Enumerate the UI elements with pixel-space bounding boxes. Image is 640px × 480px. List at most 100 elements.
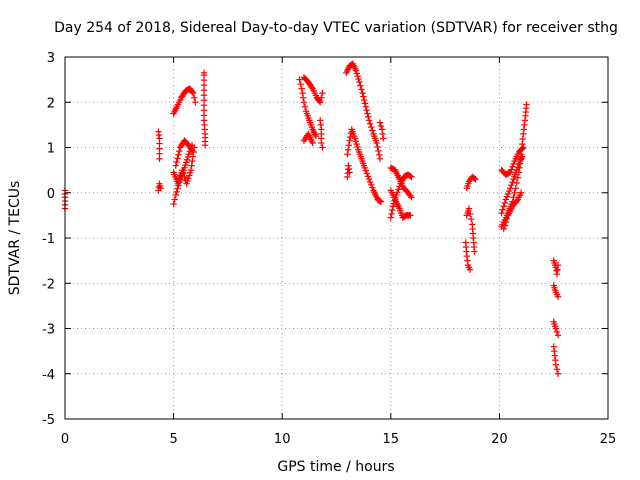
data-point bbox=[300, 99, 308, 106]
data-point bbox=[503, 215, 511, 222]
x-tick-label: 20 bbox=[491, 432, 508, 447]
data-point bbox=[351, 135, 359, 142]
data-point bbox=[516, 157, 524, 165]
data-point bbox=[502, 196, 510, 203]
data-point bbox=[501, 222, 509, 229]
data-point bbox=[387, 214, 394, 221]
data-point bbox=[191, 94, 198, 101]
data-point bbox=[301, 103, 309, 110]
data-point bbox=[296, 76, 303, 83]
data-point bbox=[504, 190, 512, 198]
data-point bbox=[354, 73, 361, 80]
data-point bbox=[365, 113, 372, 121]
y-tick-label: -4 bbox=[42, 368, 55, 383]
data-point bbox=[519, 153, 526, 160]
data-point bbox=[361, 164, 368, 172]
data-point bbox=[552, 361, 560, 368]
data-point bbox=[368, 123, 375, 131]
x-axis-label: GPS time / hours bbox=[277, 459, 394, 475]
data-point bbox=[157, 185, 164, 192]
y-tick-label: -5 bbox=[42, 413, 55, 428]
data-point bbox=[189, 148, 197, 156]
data-point bbox=[376, 155, 384, 163]
data-point bbox=[346, 137, 353, 144]
data-point bbox=[172, 162, 179, 169]
data-point bbox=[174, 155, 181, 162]
data-point bbox=[188, 162, 195, 169]
data-point bbox=[554, 332, 562, 339]
data-point bbox=[316, 97, 323, 105]
data-point bbox=[308, 84, 315, 91]
x-tick-label: 15 bbox=[383, 432, 400, 447]
data-point bbox=[407, 192, 414, 199]
data-point bbox=[517, 156, 524, 163]
data-point bbox=[369, 127, 376, 134]
data-point bbox=[353, 140, 360, 148]
data-point bbox=[354, 143, 361, 151]
data-point bbox=[553, 366, 561, 373]
data-point bbox=[192, 99, 199, 106]
data-point bbox=[189, 90, 197, 97]
data-point bbox=[395, 186, 402, 193]
data-point bbox=[360, 96, 368, 104]
data-point bbox=[299, 90, 306, 97]
y-tick-label: 2 bbox=[47, 96, 55, 111]
data-point bbox=[344, 151, 351, 158]
data-point bbox=[554, 261, 562, 269]
plot-frame bbox=[64, 56, 609, 420]
data-point bbox=[344, 146, 352, 153]
x-tick-label: 5 bbox=[169, 432, 177, 447]
data-point bbox=[189, 147, 196, 154]
data-point bbox=[507, 169, 514, 176]
y-tick-label: 0 bbox=[47, 187, 55, 202]
data-point bbox=[408, 173, 415, 181]
data-point bbox=[172, 191, 179, 199]
data-point bbox=[363, 170, 371, 177]
data-point bbox=[513, 166, 520, 174]
data-point bbox=[507, 185, 514, 192]
y-axis-label: SDTVAR / TECUs bbox=[7, 181, 23, 296]
data-point bbox=[376, 119, 384, 126]
data-point bbox=[374, 143, 381, 151]
data-point bbox=[368, 181, 375, 189]
data-point bbox=[173, 188, 180, 196]
data-point bbox=[356, 78, 363, 86]
data-point bbox=[170, 200, 177, 208]
data-point bbox=[554, 370, 562, 377]
chart-title: Day 254 of 2018, Sidereal Day-to-day VTE… bbox=[54, 20, 618, 36]
data-point bbox=[189, 88, 196, 96]
data-point bbox=[360, 93, 367, 100]
data-point bbox=[513, 179, 520, 187]
y-tick-label: -2 bbox=[42, 277, 55, 292]
data-point bbox=[298, 85, 305, 92]
data-point bbox=[309, 139, 316, 147]
data-point bbox=[467, 215, 475, 223]
data-point bbox=[366, 120, 374, 127]
tick-labels: 0 5 10 15 20 25 -5 -4 -3 -2 -1 0 1 2 3 bbox=[42, 51, 616, 447]
data-point bbox=[389, 203, 397, 210]
data-point bbox=[373, 139, 380, 147]
data-point bbox=[377, 122, 385, 130]
data-point bbox=[366, 178, 374, 186]
y-tick-label: 3 bbox=[47, 51, 55, 66]
data-point bbox=[505, 187, 513, 195]
data-point bbox=[318, 94, 325, 101]
data-point bbox=[509, 163, 516, 170]
data-point bbox=[498, 209, 505, 217]
data-point bbox=[319, 90, 326, 97]
data-point bbox=[514, 163, 522, 171]
data-point bbox=[465, 205, 473, 212]
data-point bbox=[189, 157, 196, 165]
data-point bbox=[499, 206, 506, 213]
data-point bbox=[364, 173, 372, 180]
data-point bbox=[500, 203, 507, 210]
data-point bbox=[369, 184, 376, 191]
data-point bbox=[180, 170, 187, 177]
data-point bbox=[396, 183, 403, 190]
data-point bbox=[319, 144, 326, 151]
data-point bbox=[352, 138, 359, 145]
data-point bbox=[357, 82, 364, 89]
data-point bbox=[508, 182, 515, 189]
data-point bbox=[365, 175, 373, 183]
